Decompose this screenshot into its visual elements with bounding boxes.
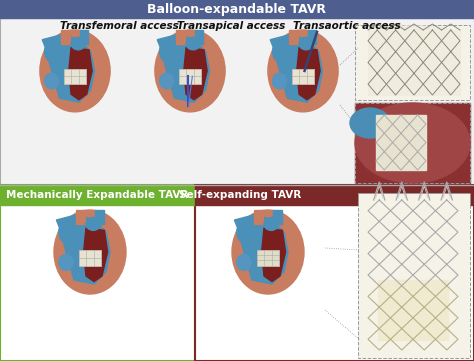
Ellipse shape: [350, 108, 390, 138]
Bar: [358, 193, 470, 358]
Ellipse shape: [59, 221, 76, 243]
Bar: [292, 69, 314, 84]
Ellipse shape: [237, 255, 251, 270]
Bar: [0, 185, 195, 361]
Ellipse shape: [160, 40, 177, 62]
Polygon shape: [270, 34, 322, 102]
Ellipse shape: [160, 73, 173, 89]
Bar: [368, 30, 460, 95]
Text: Transapical access: Transapical access: [177, 21, 285, 31]
Ellipse shape: [273, 73, 287, 89]
Bar: [79, 249, 101, 266]
Ellipse shape: [45, 73, 59, 89]
Ellipse shape: [186, 37, 200, 50]
Polygon shape: [262, 228, 286, 282]
Bar: [0, 185, 195, 205]
Bar: [80, 30, 88, 44]
Ellipse shape: [232, 210, 304, 294]
Bar: [0, 18, 474, 185]
Polygon shape: [83, 228, 108, 282]
Bar: [176, 30, 185, 44]
Ellipse shape: [54, 210, 126, 294]
Ellipse shape: [86, 218, 100, 230]
Bar: [195, 185, 474, 361]
Ellipse shape: [273, 40, 290, 62]
Polygon shape: [69, 48, 92, 100]
Bar: [355, 25, 470, 100]
Text: Mechanically Expandable TAVR: Mechanically Expandable TAVR: [6, 190, 188, 200]
Bar: [0, 185, 195, 361]
Polygon shape: [42, 34, 94, 102]
Ellipse shape: [40, 30, 110, 112]
Ellipse shape: [264, 218, 278, 230]
Bar: [75, 210, 85, 224]
Ellipse shape: [71, 37, 85, 50]
Text: Transaortic access: Transaortic access: [293, 21, 401, 31]
Bar: [273, 210, 282, 224]
Ellipse shape: [155, 30, 225, 112]
Bar: [179, 69, 201, 84]
Text: Balloon-expandable TAVR: Balloon-expandable TAVR: [147, 3, 327, 16]
Polygon shape: [56, 214, 110, 284]
Ellipse shape: [268, 30, 338, 112]
Polygon shape: [157, 34, 210, 102]
Polygon shape: [297, 48, 320, 100]
Ellipse shape: [355, 103, 470, 183]
Bar: [355, 103, 470, 183]
Bar: [64, 69, 86, 84]
Bar: [95, 210, 104, 224]
Bar: [254, 210, 263, 224]
Bar: [355, 103, 470, 183]
Bar: [195, 185, 474, 361]
Ellipse shape: [375, 26, 453, 38]
Bar: [0, 18, 474, 185]
Bar: [61, 30, 70, 44]
Bar: [0, 0, 474, 18]
Bar: [376, 115, 426, 170]
Ellipse shape: [45, 40, 62, 62]
Bar: [378, 280, 448, 340]
Text: Transfemoral access: Transfemoral access: [60, 21, 179, 31]
Polygon shape: [235, 214, 288, 284]
Bar: [195, 30, 203, 44]
Ellipse shape: [299, 37, 313, 50]
Bar: [308, 30, 316, 44]
Bar: [289, 30, 298, 44]
Bar: [257, 249, 279, 266]
Text: Self-expanding TAVR: Self-expanding TAVR: [179, 190, 301, 200]
Bar: [195, 185, 474, 205]
Ellipse shape: [59, 255, 73, 270]
Ellipse shape: [237, 221, 255, 243]
Polygon shape: [184, 48, 207, 100]
